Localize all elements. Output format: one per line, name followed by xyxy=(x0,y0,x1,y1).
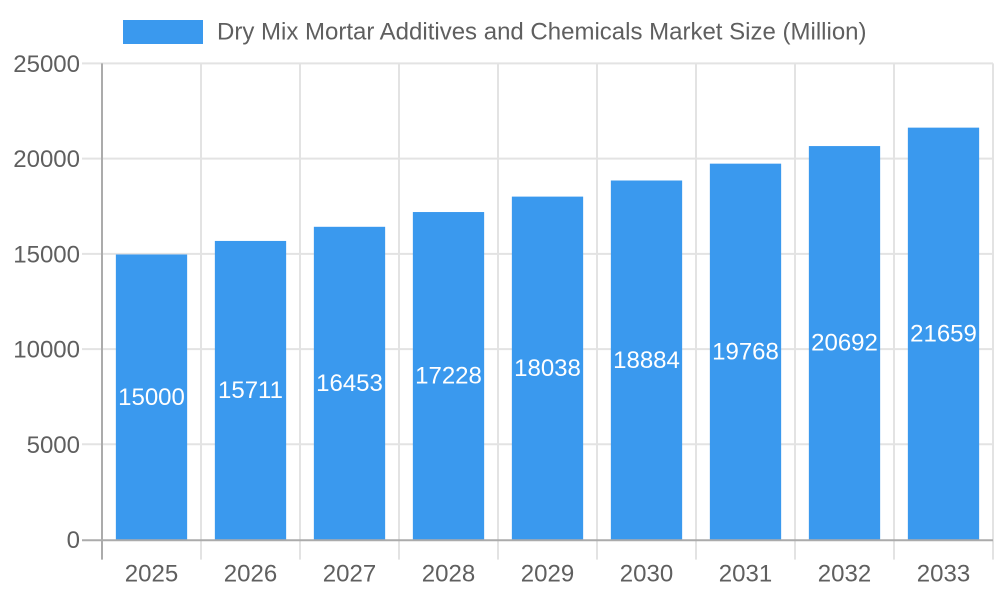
svg-text:10000: 10000 xyxy=(13,337,80,364)
svg-text:Dry Mix Mortar Additives and C: Dry Mix Mortar Additives and Chemicals M… xyxy=(217,19,867,46)
svg-text:15711: 15711 xyxy=(218,377,283,404)
svg-text:25000: 25000 xyxy=(13,51,80,78)
svg-text:2031: 2031 xyxy=(719,561,772,588)
svg-text:19768: 19768 xyxy=(712,338,779,365)
svg-text:20692: 20692 xyxy=(811,330,878,357)
svg-text:21659: 21659 xyxy=(910,320,977,347)
svg-text:5000: 5000 xyxy=(27,432,80,459)
svg-text:2032: 2032 xyxy=(818,561,871,588)
svg-text:18038: 18038 xyxy=(514,355,581,382)
svg-text:15000: 15000 xyxy=(118,384,185,411)
svg-text:2028: 2028 xyxy=(422,561,475,588)
svg-text:17228: 17228 xyxy=(415,363,482,390)
svg-text:2033: 2033 xyxy=(917,561,970,588)
svg-text:15000: 15000 xyxy=(13,241,80,268)
svg-text:2029: 2029 xyxy=(521,561,574,588)
svg-text:20000: 20000 xyxy=(13,146,80,173)
svg-text:2025: 2025 xyxy=(125,561,178,588)
svg-text:18884: 18884 xyxy=(613,347,680,374)
svg-text:2026: 2026 xyxy=(224,561,277,588)
svg-text:0: 0 xyxy=(67,527,80,554)
svg-text:16453: 16453 xyxy=(316,370,383,397)
svg-text:2030: 2030 xyxy=(620,561,673,588)
svg-text:2027: 2027 xyxy=(323,561,376,588)
